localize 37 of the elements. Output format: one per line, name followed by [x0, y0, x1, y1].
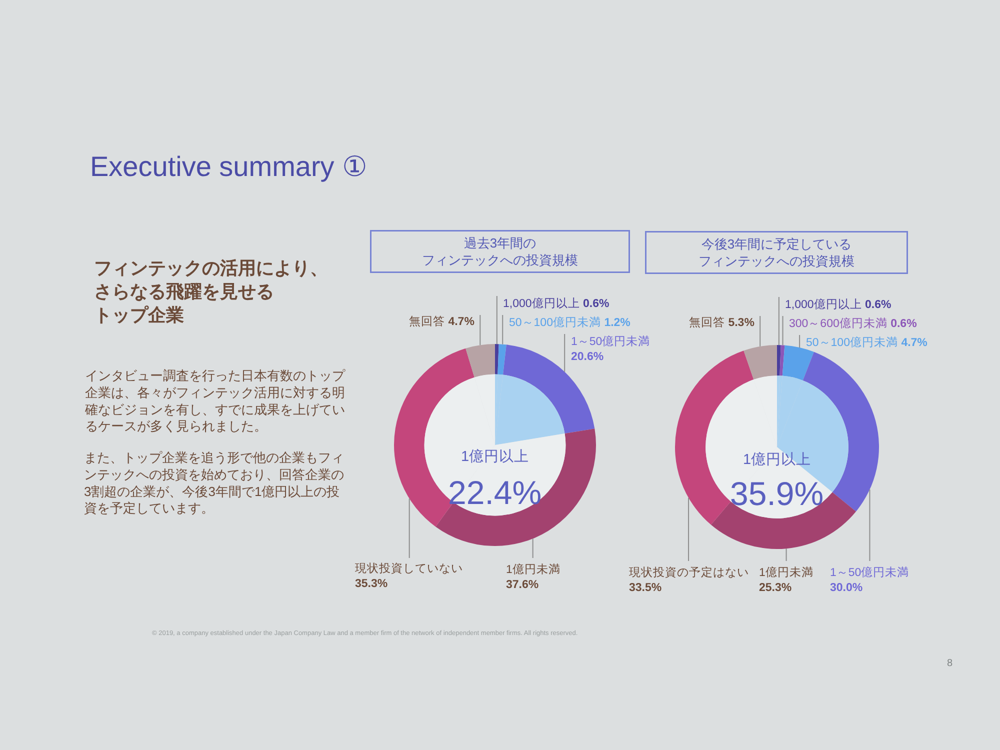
text: インタビュー調査を行った日本有数のトップ企業は、各々がフィンテック活用に対する明確なビジョンを有し、すでに成果を上げているケースが多く見られました。: [84, 368, 346, 434]
slice-label: 50～100億円未満: [806, 337, 898, 349]
slice-label: 1～50億円未満: [571, 334, 650, 348]
slice-label: 現状投資していない: [355, 562, 463, 575]
data-label: 37.6%: [506, 578, 539, 591]
chart-title: 過去3年間のフィンテックへの投資規模: [422, 236, 578, 268]
data-label: 1.2%: [604, 317, 630, 329]
slice-label: 現状投資の予定はない: [629, 565, 749, 579]
slice-label: 1～50億円未満: [830, 565, 910, 579]
data-label: 33.5%: [629, 582, 662, 594]
slice-label: 1,000億円以上: [785, 299, 862, 311]
slice-label: 1億円未満: [506, 562, 560, 576]
slice-label: 50～100億円未満: [509, 317, 601, 329]
slice-label: 1億円未満: [759, 565, 814, 579]
data-label: 5.3%: [728, 317, 754, 329]
text: 22.4%: [448, 474, 542, 511]
data-label: 0.6%: [582, 298, 610, 310]
data-label: 0.6%: [890, 318, 917, 330]
data-label: 30.0%: [830, 582, 863, 594]
data-label: 4.7%: [448, 316, 474, 328]
slice-label: 1億円以上: [461, 448, 530, 465]
slice-label: 無回答: [689, 317, 725, 329]
text: 35.9%: [730, 475, 824, 512]
slice-label: 300～600億円未満: [789, 318, 888, 330]
chart-title: 今後3年間に予定しているフィンテックへの投資規模: [698, 236, 854, 268]
text: また、トップ企業を追う形で他の企業もフィンテックへの投資を始めており、回答企業の3割超の企業が、今後3年間で1億円以上の投資を予定しています。: [84, 450, 344, 516]
slice-label: 無回答: [409, 316, 445, 328]
data-label: 20.6%: [571, 350, 604, 363]
text: フィンテックの活用により、さらなる飛躍を見せるトップ企業: [94, 258, 328, 325]
data-label: 35.3%: [355, 578, 388, 590]
slice-label: 1,000億円以上: [503, 298, 580, 310]
data-label: 25.3%: [759, 582, 792, 594]
text: Executive summary ①: [90, 151, 368, 182]
data-label: 4.7%: [901, 337, 928, 349]
slice-label: 1億円以上: [743, 451, 812, 468]
data-label: 0.6%: [864, 299, 892, 311]
text: 8: [947, 658, 953, 669]
